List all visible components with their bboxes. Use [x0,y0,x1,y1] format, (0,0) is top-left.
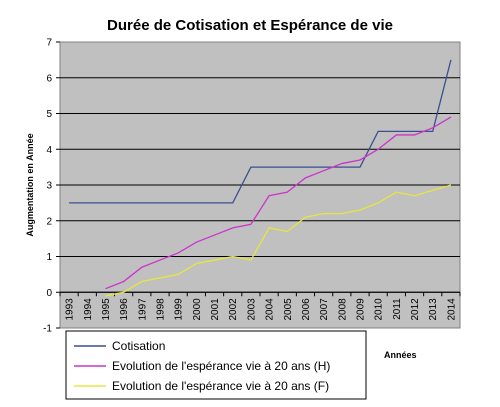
x-tick-label: 2005 [283,298,294,321]
x-tick-label: 1999 [174,298,185,321]
y-axis-label: Augmentation en Année [25,133,35,236]
chart-title: Durée de Cotisation et Espérance de vie [107,17,393,34]
x-tick-label: 2004 [265,298,276,321]
x-tick-label: 1997 [137,298,148,321]
y-axis-ticks: -1 0 1 2 3 4 5 6 7 [43,38,60,335]
x-axis-label: Années [384,350,417,360]
x-tick-label: 1993 [65,298,76,321]
x-tick-label: 2010 [374,298,385,321]
x-axis-ticks: 1993 1994 1995 1996 1997 1998 1999 2000 2001 2002… [59,291,461,321]
x-tick-label: 2013 [428,298,439,321]
y-tick-label: 3 [46,181,52,192]
series-line-1 [105,116,452,290]
x-tick-label: 2002 [228,298,239,321]
y-tick-label: 4 [46,145,52,156]
x-tick-label: 2007 [319,298,330,321]
x-tick-label: 1995 [101,298,112,321]
x-tick-label: 2000 [192,298,203,321]
x-tick-label: 2003 [246,298,257,321]
y-tick-label: 5 [46,109,52,120]
x-tick-label: 2012 [410,298,421,321]
x-tick-label: 1998 [156,298,167,321]
x-tick-label: 2009 [356,298,367,321]
legend-entry-1: Evolution de l'espérance vie à 20 ans (H… [112,359,330,373]
y-tick-label: 7 [46,38,52,49]
x-tick-label: 1994 [83,298,94,321]
y-tick-label: 2 [46,216,52,227]
x-tick-label: 2008 [337,298,348,321]
x-tick-label: 2001 [210,298,221,321]
x-tick-label: 2014 [446,298,457,321]
y-tick-label: 0 [46,288,52,299]
legend-entry-0: Cotisation [112,339,165,353]
legend-items: Cotisation Evolution de l'espérance vie à… [74,339,330,393]
legend [65,330,367,400]
x-tick-label: 2011 [392,298,403,320]
x-tick-label: 2006 [301,298,312,321]
y-tick-label: 6 [46,73,52,84]
series-line-2 [105,184,452,297]
x-tick-label: 1996 [119,298,130,321]
y-tick-label: 1 [46,252,52,263]
y-tick-label: -1 [43,324,52,335]
series-lines [69,59,452,297]
legend-entry-2: Evolution de l'espérance vie à 20 ans (F… [112,379,329,393]
series-line-0 [69,59,452,204]
